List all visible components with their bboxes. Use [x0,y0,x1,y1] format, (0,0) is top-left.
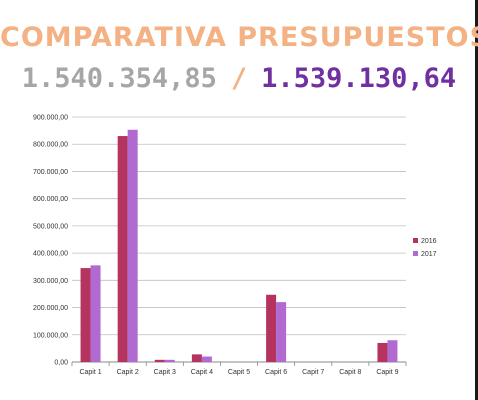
bar-2017-capit-4 [201,356,212,362]
bar-2017-capit-2 [127,129,138,362]
x-tick-label: Capit 7 [302,369,324,376]
right-edge-border [475,0,478,400]
total-2017: 1.539.130,64 [261,63,457,94]
x-tick-label: Capit 6 [265,369,287,376]
x-tick-label: Capit 3 [154,369,176,376]
y-tick-label: 900.000,00 [33,115,68,122]
x-tick-label: Capit 8 [339,369,361,376]
bar-2017-capit-6 [276,302,287,362]
x-tick-label: Capit 1 [79,369,101,376]
y-tick-label: 300.000,00 [33,278,68,285]
x-tick-label: Capit 5 [228,369,250,376]
y-tick-label: 0,00 [54,360,68,367]
bar-2017-capit-3 [164,359,175,362]
legend-swatch-2016 [413,238,418,243]
bar-2017-capit-9 [387,340,398,362]
bar-2016-capit-6 [266,294,277,362]
totals-line: 1.540.354,85 / 1.539.130,64 [0,63,478,94]
x-tick-label: Capit 9 [376,369,398,376]
y-tick-label: 800.000,00 [33,142,68,149]
y-tick-label: 700.000,00 [33,169,68,176]
bar-2016-capit-3 [154,359,165,362]
y-tick-label: 200.000,00 [33,305,68,312]
legend-label-2016: 2016 [421,238,437,245]
legend-label-2017: 2017 [421,251,437,258]
totals-separator: / [230,63,248,94]
legend-swatch-2017 [413,251,418,256]
y-tick-label: 500.000,00 [33,223,68,230]
y-tick-label: 400.000,00 [33,251,68,258]
total-2016: 1.540.354,85 [21,63,217,94]
x-tick-label: Capit 4 [191,369,213,376]
page-title: COMPARATIVA PRESUPUESTOS [0,22,478,53]
bar-2016-capit-9 [377,342,388,362]
bar-2016-capit-2 [117,136,128,362]
bar-2017-capit-1 [90,265,101,362]
x-tick-label: Capit 2 [117,369,139,376]
bar-2016-capit-1 [80,268,91,362]
bar-2016-capit-4 [191,354,202,362]
y-tick-label: 100.000,00 [33,332,68,339]
y-tick-label: 600.000,00 [33,196,68,203]
